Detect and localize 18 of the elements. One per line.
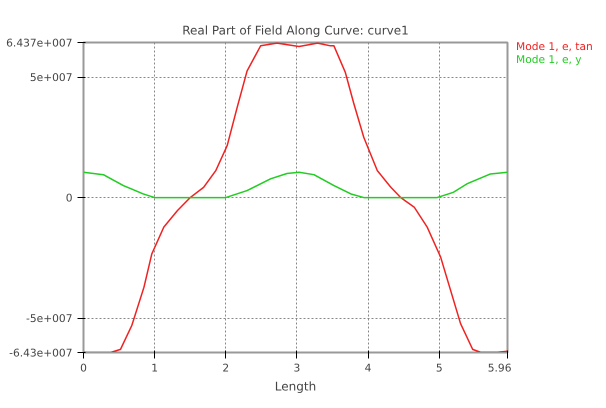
y-tick-label: -5e+007 bbox=[26, 312, 73, 326]
y-tick-label: 6.437e+007 bbox=[6, 36, 73, 50]
line-series bbox=[84, 42, 508, 352]
x-axis-title: Length bbox=[274, 380, 316, 394]
text: Mode 1, e, tan bbox=[516, 40, 593, 53]
x-tick-label: 1 bbox=[151, 362, 158, 374]
x-tick-label: 5 bbox=[436, 362, 443, 374]
y-tick-label: -6.43e+007 bbox=[9, 346, 73, 360]
y-tick-label: 5e+007 bbox=[30, 71, 73, 84]
x-tick-label: 3 bbox=[294, 362, 300, 374]
y-tick-label: 0 bbox=[66, 192, 73, 205]
x-tick-label: 5.96 bbox=[488, 362, 512, 374]
x-tick-label: 4 bbox=[364, 362, 372, 374]
chart-title: Real Part of Field Along Curve: curve1 bbox=[182, 24, 409, 38]
text: Mode 1, e, y bbox=[516, 53, 583, 66]
line-series bbox=[84, 172, 508, 198]
x-tick-label: 2 bbox=[222, 362, 230, 374]
x-tick-label: 0 bbox=[80, 362, 88, 374]
